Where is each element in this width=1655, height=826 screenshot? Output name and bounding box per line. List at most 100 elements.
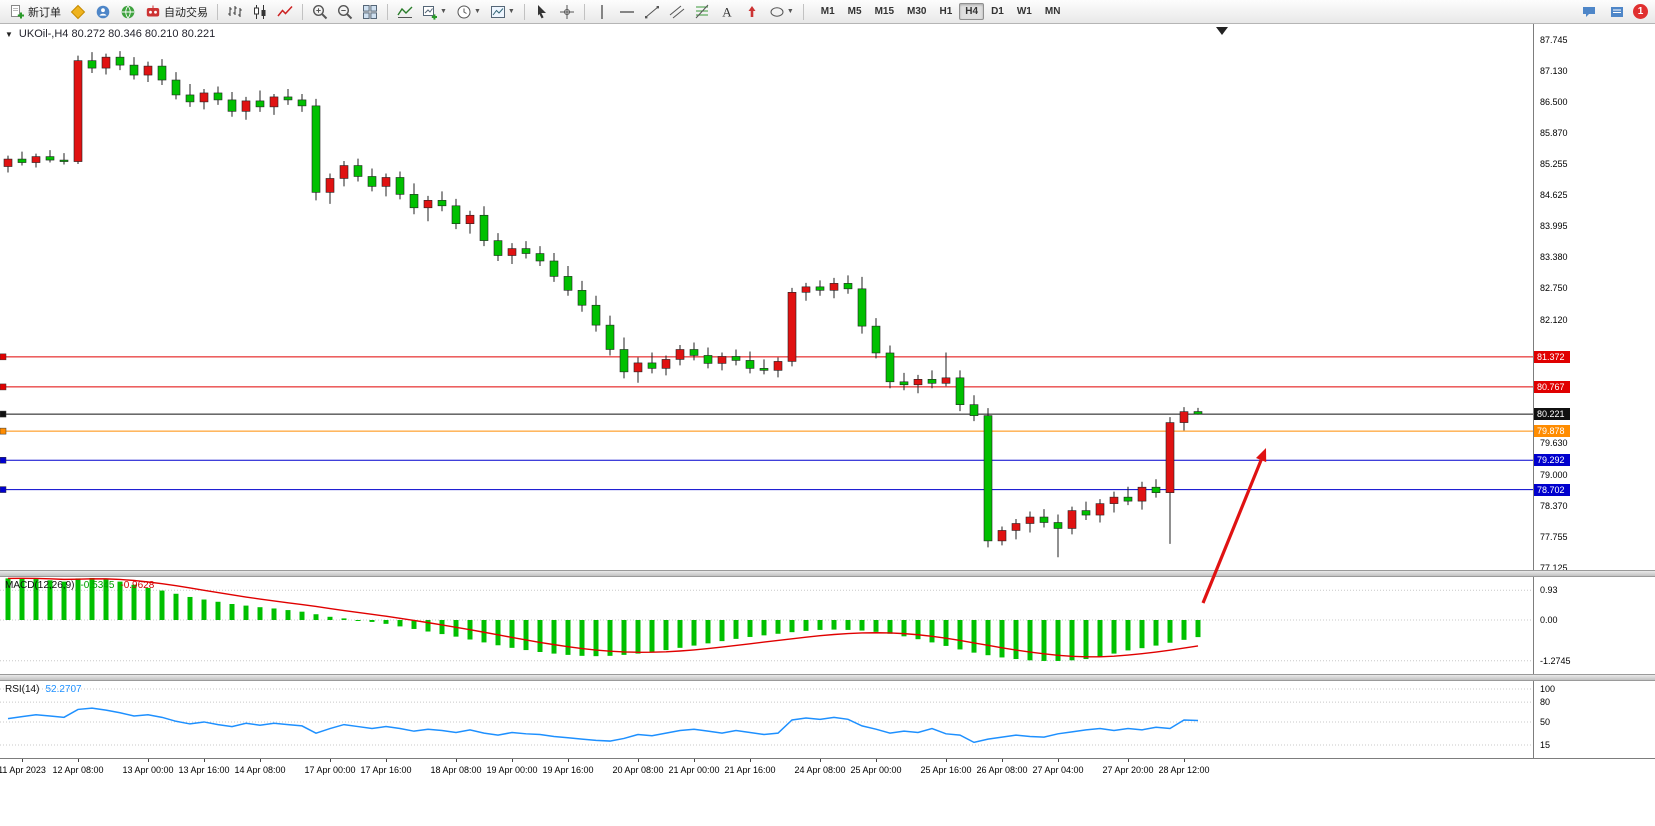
- bar-chart-button[interactable]: [223, 2, 247, 22]
- price-tick-label: 85.255: [1540, 158, 1568, 169]
- template-button[interactable]: ▼: [486, 2, 519, 22]
- one-click-trading-icon[interactable]: ▼: [5, 29, 13, 39]
- time-tick-label: 19 Apr 16:00: [542, 765, 594, 775]
- price-axis[interactable]: 87.745 87.130 86.500 85.870 85.255 84.625 83.9…: [1533, 24, 1655, 573]
- bottom-blank-area: [0, 782, 1655, 826]
- crosshair-icon: [559, 4, 575, 20]
- macd-name: MACD(12,26,9): [5, 580, 75, 591]
- text-button[interactable]: A: [715, 2, 739, 22]
- period-button[interactable]: ▼: [452, 2, 485, 22]
- timeframe-m30[interactable]: M30: [901, 3, 932, 20]
- price-tick-label: 82.120: [1540, 314, 1568, 325]
- hline-button[interactable]: [615, 2, 639, 22]
- chevron-down-icon: ▼: [473, 8, 481, 15]
- price-line-tag: 79.878: [1534, 425, 1570, 438]
- timeframe-h4[interactable]: H4: [959, 3, 985, 20]
- macd-axis[interactable]: 0.93 0.00 -1.2745: [1533, 577, 1655, 674]
- indicators-button[interactable]: [393, 2, 417, 22]
- ideas-button[interactable]: [1577, 2, 1601, 22]
- new-order-button[interactable]: 新订单: [5, 2, 65, 22]
- price-line-tag: 80.221: [1534, 408, 1570, 421]
- ideas-icon: [1581, 4, 1597, 20]
- time-tick: [22, 759, 23, 762]
- timeframe-m15[interactable]: M15: [869, 3, 900, 20]
- time-tick: [638, 759, 639, 762]
- shapes-button[interactable]: ▼: [765, 2, 798, 22]
- rsi-indicator-canvas[interactable]: RSI(14) 52.2707: [0, 681, 1533, 758]
- pane-splitter[interactable]: [0, 570, 1655, 577]
- new-chart-button[interactable]: ▼: [418, 2, 451, 22]
- timeframe-m1[interactable]: M1: [815, 3, 841, 20]
- trendline-button[interactable]: [640, 2, 664, 22]
- time-tick-label: 21 Apr 00:00: [668, 765, 720, 775]
- rsi-value: 52.2707: [45, 684, 82, 695]
- timeframe-mn[interactable]: MN: [1039, 3, 1067, 20]
- cursor-button[interactable]: [530, 2, 554, 22]
- channel-button[interactable]: [665, 2, 689, 22]
- line-chart-button[interactable]: [273, 2, 297, 22]
- price-tick-label: 85.870: [1540, 128, 1568, 139]
- new-chart-icon: [422, 4, 438, 20]
- time-tick: [148, 759, 149, 762]
- zoom-out-button[interactable]: [333, 2, 357, 22]
- mql5-icon: [70, 4, 86, 20]
- time-tick: [1184, 759, 1185, 762]
- time-tick: [204, 759, 205, 762]
- macd-tick-label: 0.00: [1540, 615, 1558, 625]
- crosshair-button[interactable]: [555, 2, 579, 22]
- main-chart-canvas[interactable]: ▼ UKOil-,H4 80.272 80.346 80.210 80.221: [0, 24, 1533, 570]
- price-tick-label: 84.625: [1540, 190, 1568, 201]
- toolbar-separator: [387, 3, 388, 20]
- price-tick-label: 83.380: [1540, 252, 1568, 262]
- rsi-label: RSI(14) 52.2707: [5, 684, 82, 695]
- pane-splitter[interactable]: [0, 674, 1655, 681]
- community-button[interactable]: [91, 2, 115, 22]
- period-icon: [456, 4, 472, 20]
- vline-button[interactable]: [590, 2, 614, 22]
- line-chart-icon: [277, 4, 293, 20]
- candle-chart-button[interactable]: [248, 2, 272, 22]
- time-tick-label: 17 Apr 00:00: [304, 765, 356, 775]
- zoom-in-button[interactable]: [308, 2, 332, 22]
- macd-tick-label: 0.93: [1540, 585, 1558, 596]
- rsi-tick-label: 100: [1540, 684, 1556, 694]
- timeframe-h1[interactable]: H1: [933, 3, 958, 20]
- text-icon: A: [719, 4, 735, 20]
- fibonacci-button[interactable]: [690, 2, 714, 22]
- tile-windows-button[interactable]: [358, 2, 382, 22]
- arrows-button[interactable]: [740, 2, 764, 22]
- tile-windows-icon: [362, 4, 378, 20]
- notification-badge[interactable]: 1: [1633, 4, 1648, 19]
- time-tick-label: 18 Apr 08:00: [430, 765, 482, 775]
- rsi-tick-label: 80: [1540, 697, 1551, 708]
- fibonacci-icon: [694, 4, 710, 20]
- new-order-label: 新订单: [28, 6, 61, 19]
- timeframe-w1[interactable]: W1: [1011, 3, 1038, 20]
- time-tick: [946, 759, 947, 762]
- time-tick-label: 13 Apr 16:00: [178, 765, 230, 775]
- timeframe-d1[interactable]: D1: [985, 3, 1010, 20]
- timeframe-m5[interactable]: M5: [842, 3, 868, 20]
- toolbar-separator: [523, 3, 525, 20]
- rsi-axis[interactable]: 100 80 50 15: [1533, 681, 1655, 758]
- autotrading-button[interactable]: 自动交易: [141, 2, 212, 22]
- price-line-tag: 79.292: [1534, 454, 1570, 467]
- time-tick: [750, 759, 751, 762]
- news-button[interactable]: [1605, 2, 1629, 22]
- time-tick-label: 20 Apr 08:00: [612, 765, 664, 775]
- macd-signal-value: -0.9628: [120, 580, 155, 591]
- price-tick-label: 77.125: [1540, 562, 1568, 573]
- mql5-button[interactable]: [66, 2, 90, 22]
- macd-indicator-canvas[interactable]: MACD(12,26,9) -0.5345 -0.9628: [0, 577, 1533, 674]
- time-tick-label: 11 Apr 2023: [0, 765, 46, 775]
- community-icon: [95, 4, 111, 20]
- guide-button[interactable]: [116, 2, 140, 22]
- rsi-tick-label: 50: [1540, 716, 1551, 727]
- toolbar-separator: [583, 3, 585, 20]
- svg-text:A: A: [722, 4, 732, 19]
- time-axis[interactable]: 11 Apr 2023 12 Apr 08:00 13 Apr 00:00 13 Ap…: [0, 758, 1655, 782]
- toolbar-separator: [802, 3, 804, 20]
- macd-label: MACD(12,26,9) -0.5345 -0.9628: [5, 580, 154, 591]
- time-tick-label: 25 Apr 00:00: [850, 765, 902, 775]
- time-tick: [1128, 759, 1129, 762]
